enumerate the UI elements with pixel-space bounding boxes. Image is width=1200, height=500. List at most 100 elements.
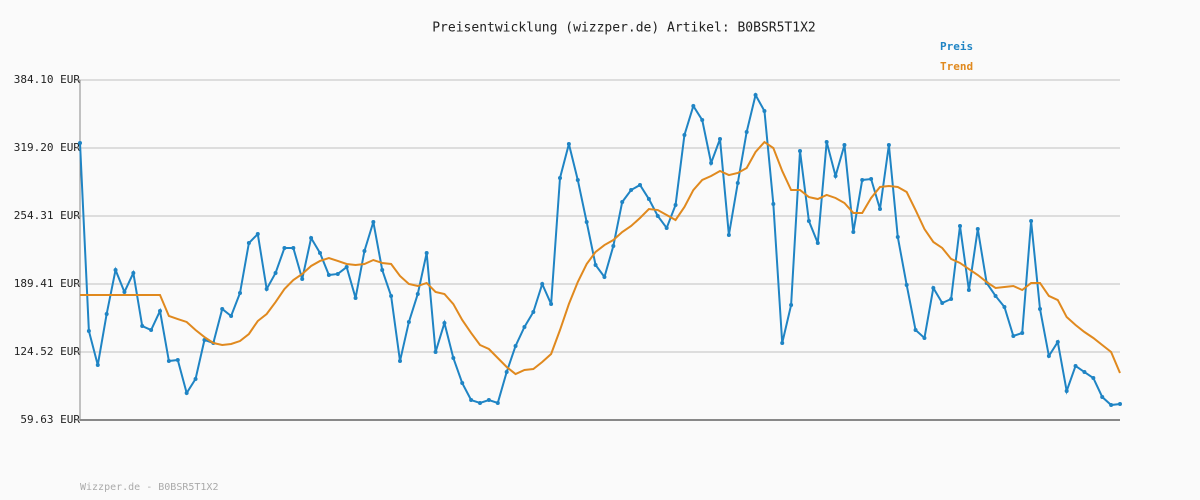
data-point — [246, 241, 251, 246]
data-point — [122, 289, 127, 294]
y-tick-label: 124.52 EUR — [14, 345, 81, 358]
data-point — [949, 297, 954, 302]
data-point — [495, 400, 500, 405]
data-point — [780, 341, 785, 346]
data-point — [362, 249, 367, 254]
data-point — [922, 335, 927, 340]
data-point — [673, 203, 678, 208]
data-point — [851, 230, 856, 235]
data-point — [522, 324, 527, 329]
data-point — [798, 149, 802, 154]
data-point — [95, 363, 100, 368]
data-point — [566, 142, 571, 147]
data-point — [709, 160, 714, 165]
y-tick-label: 254.31 EUR — [14, 209, 81, 222]
data-point — [1109, 403, 1114, 408]
data-point — [602, 274, 607, 279]
data-point — [389, 293, 394, 298]
data-point — [140, 324, 145, 329]
data-point — [184, 390, 189, 395]
data-point — [575, 177, 580, 182]
data-point — [895, 234, 900, 239]
data-point — [860, 177, 865, 182]
data-point — [104, 311, 109, 316]
data-point — [549, 302, 554, 307]
data-point — [1091, 376, 1096, 381]
data-point — [424, 251, 429, 256]
data-point — [869, 177, 874, 182]
data-point — [1118, 401, 1122, 406]
data-point — [131, 271, 136, 276]
data-point — [282, 245, 287, 250]
data-point — [958, 223, 962, 228]
data-point — [433, 350, 438, 355]
data-point — [1082, 370, 1087, 375]
data-point — [975, 227, 980, 232]
data-point — [1038, 306, 1042, 311]
footer: Wizzper.de - B0BSR5T1X2 — [80, 482, 218, 493]
data-point — [344, 265, 349, 270]
data-point — [682, 133, 687, 138]
data-point — [1002, 304, 1007, 309]
data-point — [789, 302, 794, 307]
data-point — [273, 271, 278, 276]
data-point — [113, 267, 118, 272]
data-point — [718, 136, 722, 141]
data-point — [380, 267, 385, 272]
data-point — [220, 306, 225, 311]
data-point — [655, 214, 660, 219]
data-point — [300, 276, 305, 281]
data-point — [940, 300, 945, 305]
data-point — [442, 320, 447, 325]
y-tick-label: 59.63 EUR — [20, 413, 80, 426]
data-point — [1011, 333, 1016, 338]
data-point — [371, 219, 376, 224]
data-point — [593, 262, 598, 267]
data-point — [318, 251, 322, 256]
data-point — [398, 359, 402, 364]
data-point — [966, 287, 971, 292]
data-point — [175, 357, 180, 362]
data-point — [584, 219, 589, 224]
data-point — [478, 400, 482, 405]
data-point — [753, 92, 758, 97]
data-point — [335, 271, 340, 276]
data-point — [744, 129, 749, 134]
data-point — [149, 328, 154, 333]
data-point — [415, 291, 420, 296]
legend-entry: Preis — [940, 40, 973, 53]
data-point — [158, 308, 162, 313]
data-point — [291, 245, 296, 250]
data-point — [229, 313, 234, 318]
data-point — [735, 181, 740, 186]
data-point — [1020, 330, 1025, 335]
data-point — [726, 232, 731, 237]
data-point — [353, 295, 358, 300]
data-point — [540, 282, 545, 287]
data-point — [931, 286, 936, 291]
series-line — [79, 92, 1121, 407]
y-tick-label: 319.20 EUR — [14, 141, 81, 154]
data-point — [255, 232, 260, 237]
data-point — [824, 140, 829, 145]
data-point — [202, 337, 207, 342]
data-point — [638, 182, 642, 187]
data-point — [469, 398, 474, 403]
data-point — [1055, 339, 1060, 344]
data-point — [193, 376, 198, 381]
series-line — [80, 140, 1121, 376]
data-point — [878, 206, 882, 211]
data-point — [86, 328, 91, 333]
data-point — [620, 199, 625, 204]
data-point — [904, 282, 909, 287]
data-point — [558, 175, 562, 180]
data-point — [1046, 354, 1051, 359]
data-point — [504, 370, 509, 375]
data-point — [1029, 219, 1034, 224]
data-point — [771, 201, 776, 206]
data-point — [806, 219, 811, 224]
chart-title: Preisentwicklung (wizzper.de) Artikel: B… — [432, 21, 816, 36]
data-point — [78, 140, 82, 145]
